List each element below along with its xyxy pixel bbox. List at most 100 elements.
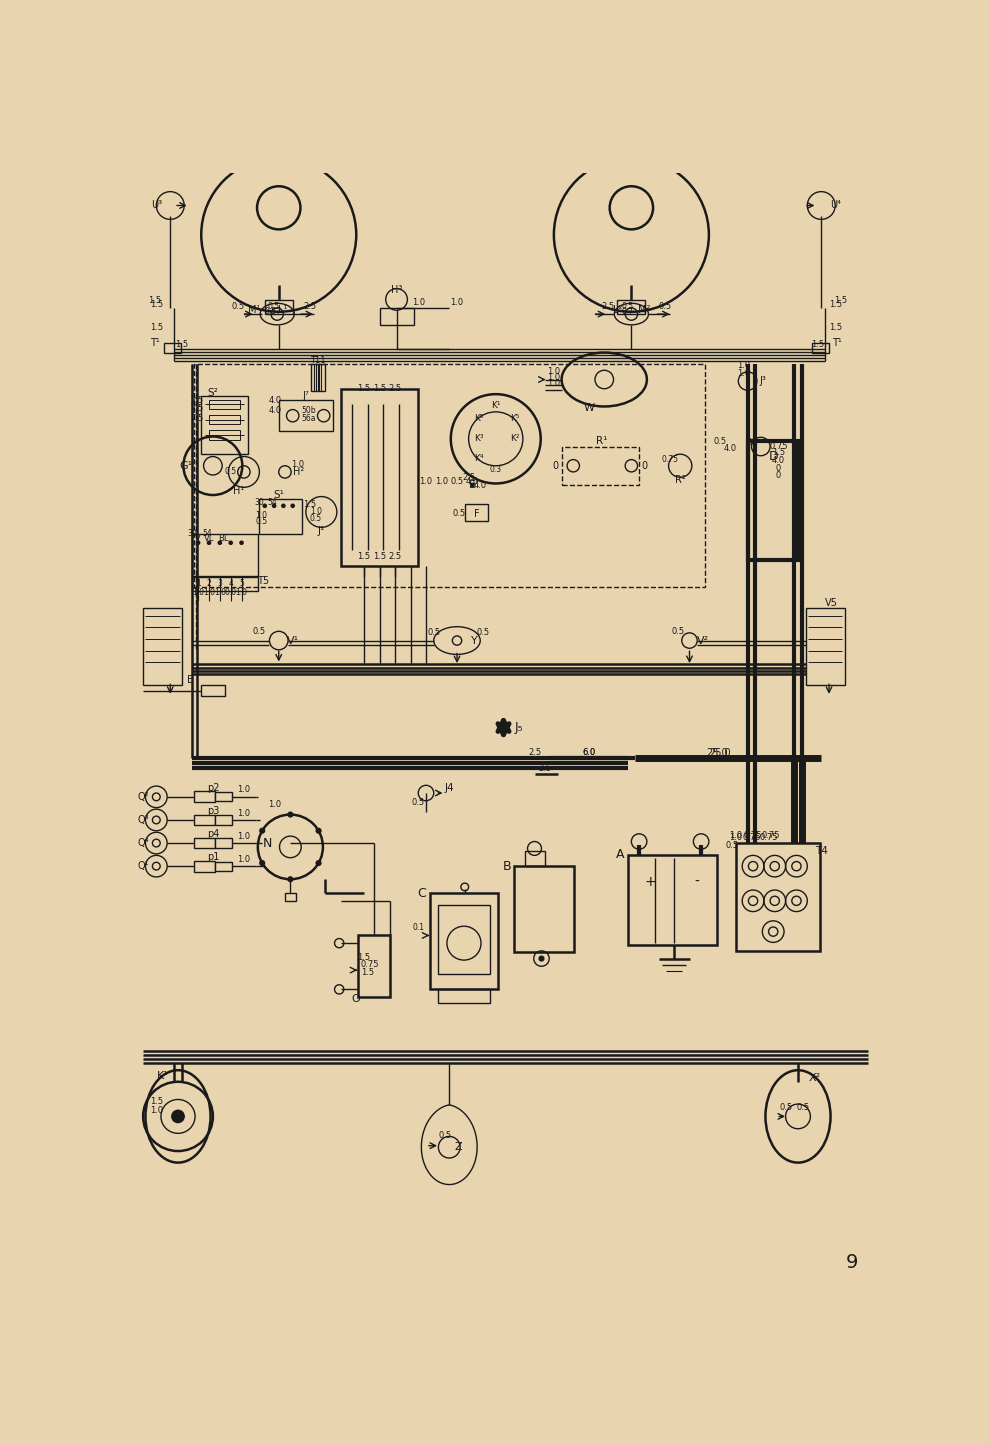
Text: 1.0: 1.0 — [292, 460, 305, 469]
Text: 1.5: 1.5 — [834, 296, 847, 304]
Bar — [628, 854, 717, 945]
Text: Q⁴: Q⁴ — [138, 838, 148, 848]
Text: S¹: S¹ — [273, 491, 284, 501]
Circle shape — [172, 1110, 184, 1123]
Circle shape — [218, 541, 222, 545]
Bar — [259, 499, 302, 534]
Bar — [209, 416, 240, 424]
Text: 0.5: 0.5 — [439, 1131, 452, 1140]
Text: 0.57: 0.57 — [265, 307, 282, 316]
Text: 1.5: 1.5 — [149, 1097, 163, 1105]
Text: J₅: J₅ — [515, 722, 524, 734]
Text: 6.0: 6.0 — [582, 749, 595, 758]
Text: 5: 5 — [240, 579, 244, 589]
Text: 1.0: 1.0 — [420, 476, 433, 486]
Text: L²: L² — [613, 306, 622, 315]
Text: 2: 2 — [207, 579, 212, 589]
Text: 1.0: 1.0 — [238, 854, 250, 864]
Circle shape — [281, 504, 286, 508]
Text: 4.0: 4.0 — [772, 456, 785, 465]
Text: 1.0: 1.0 — [738, 361, 750, 371]
Text: D: D — [768, 450, 778, 463]
Text: 0.5: 0.5 — [622, 302, 634, 310]
Text: 1.0: 1.0 — [238, 831, 250, 841]
Polygon shape — [422, 1105, 477, 1185]
Circle shape — [290, 504, 295, 508]
Circle shape — [262, 504, 267, 508]
Text: R²: R² — [675, 475, 685, 485]
Text: 1.0: 1.0 — [192, 589, 204, 597]
Text: -: - — [695, 874, 700, 889]
Bar — [192, 577, 257, 592]
Text: 1.5: 1.5 — [772, 449, 785, 457]
Bar — [193, 838, 215, 848]
Bar — [201, 685, 225, 696]
Text: E: E — [469, 481, 476, 491]
Bar — [561, 446, 640, 485]
Text: 0.5: 0.5 — [225, 468, 237, 476]
Bar — [144, 608, 182, 685]
Text: 0.5: 0.5 — [232, 302, 245, 310]
Text: K¹: K¹ — [491, 401, 501, 410]
Text: 0.7: 0.7 — [622, 307, 634, 316]
Circle shape — [207, 541, 211, 545]
Text: 0.5: 0.5 — [671, 626, 684, 636]
Text: A: A — [616, 848, 624, 861]
Text: 2.5: 2.5 — [191, 395, 204, 405]
Bar — [192, 534, 257, 576]
Bar — [201, 397, 248, 455]
Bar — [311, 364, 326, 391]
Text: J³: J³ — [759, 377, 766, 387]
Text: 1.0: 1.0 — [255, 511, 267, 521]
Bar — [193, 861, 215, 872]
Text: BL: BL — [218, 534, 229, 544]
Text: 1.5: 1.5 — [357, 384, 370, 394]
Text: 1.0: 1.0 — [450, 299, 463, 307]
Text: 1.5: 1.5 — [811, 339, 824, 349]
Text: M¹: M¹ — [248, 306, 260, 315]
Text: 7.5: 7.5 — [191, 404, 204, 413]
Bar — [526, 851, 545, 866]
Text: 1.0: 1.0 — [268, 799, 281, 810]
Text: 0.5: 0.5 — [796, 1102, 809, 1111]
Bar — [193, 791, 215, 802]
Text: 0.5: 0.5 — [476, 628, 489, 638]
Circle shape — [539, 955, 545, 961]
Text: 1: 1 — [196, 579, 201, 589]
Text: T5: T5 — [257, 576, 269, 586]
Text: 0.0: 0.0 — [225, 589, 237, 597]
Text: Y: Y — [470, 635, 477, 645]
Text: 6.0: 6.0 — [582, 749, 595, 758]
Text: W: W — [583, 403, 594, 413]
Text: 56a: 56a — [301, 414, 316, 423]
Text: 4: 4 — [229, 579, 233, 589]
Text: 1.5: 1.5 — [149, 300, 163, 309]
Text: 2.5: 2.5 — [528, 749, 542, 758]
Text: V²: V² — [697, 635, 710, 645]
Text: 0.5: 0.5 — [452, 509, 466, 518]
Text: 1.0: 1.0 — [238, 808, 250, 818]
Text: O: O — [351, 994, 360, 1004]
Circle shape — [316, 860, 322, 866]
Text: G¹: G¹ — [179, 460, 192, 470]
Text: E: E — [186, 675, 193, 685]
Text: 0.75: 0.75 — [761, 831, 780, 840]
Text: 0: 0 — [776, 472, 781, 481]
Text: p1: p1 — [207, 851, 219, 861]
Text: 0.75: 0.75 — [743, 831, 762, 840]
Text: 2.5: 2.5 — [388, 384, 402, 394]
Text: 0.75: 0.75 — [742, 833, 760, 843]
Text: p3: p3 — [207, 805, 219, 815]
Text: T¹: T¹ — [832, 338, 842, 348]
Text: 1.5: 1.5 — [373, 553, 386, 561]
Text: 1.0: 1.0 — [547, 368, 560, 377]
Text: 1.0: 1.0 — [238, 785, 250, 795]
Bar — [357, 935, 390, 997]
Text: 1.0: 1.0 — [435, 476, 448, 486]
Bar — [812, 342, 829, 354]
Text: 0.3: 0.3 — [490, 465, 502, 475]
Text: T11: T11 — [311, 356, 326, 365]
Text: +: + — [644, 874, 656, 889]
Text: R¹: R¹ — [596, 436, 608, 446]
Text: K¹: K¹ — [156, 1071, 168, 1081]
